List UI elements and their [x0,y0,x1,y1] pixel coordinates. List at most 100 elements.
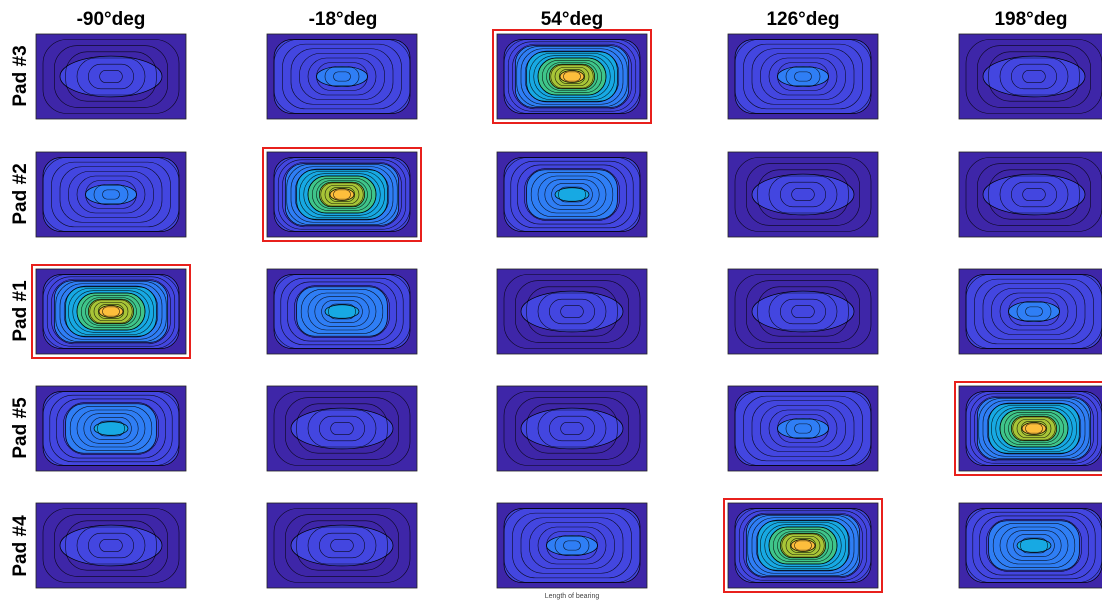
contour-line [785,418,821,439]
contour-panel [954,381,1102,476]
contour-line [503,157,641,232]
contour-line [76,175,146,214]
contour-line [530,172,614,218]
contour-line [780,181,826,208]
contour-panel [727,385,879,472]
contour-band [751,290,855,333]
contour-line [537,526,607,565]
contour-line [97,420,125,437]
contour-line [282,161,402,228]
contour-line [755,519,851,572]
contour-line [529,522,615,569]
contour-line [517,164,627,225]
contour-line [299,53,385,100]
contour-band [777,417,829,440]
contour-band [98,305,124,318]
contour-line [503,508,641,583]
row-labels: Pad #3 Pad #2 Pad #1 Pad #5 Pad #4 [10,45,31,576]
contour-line [563,540,581,551]
contour-line [102,306,120,317]
contour-line [76,57,146,96]
contour-line [979,515,1089,576]
highlight-box [262,147,422,242]
contour-line [1011,181,1057,208]
contour-line [789,538,817,553]
contour-panel [958,33,1102,120]
row-label-2: Pad #2 [10,163,31,224]
contour-line [515,397,629,460]
contour-line [757,286,849,337]
contour-panel [262,147,422,242]
row-label-5: Pad #4 [10,515,31,577]
contour-line [760,522,846,569]
contour-line [546,62,598,91]
contour-line [533,55,611,98]
contour-line [558,186,586,203]
contour-line [537,175,607,214]
contour-band [554,187,590,202]
contour-panel [958,151,1102,238]
contour-line [324,66,360,87]
contour-line [965,391,1102,466]
contour-line [986,519,1082,572]
contour-line [1008,414,1060,443]
contour-line [49,394,173,463]
contour-panel [727,268,879,355]
contour-line [280,277,404,346]
contour-line [290,166,394,223]
contour-line [549,415,595,442]
contour-line [751,400,855,457]
contour-line [507,41,637,112]
contour-band [324,304,360,319]
contour-band [85,183,137,206]
contour-panel [492,29,652,124]
contour-line [290,48,394,105]
contour-line [307,175,377,214]
contour-line [546,531,598,560]
contour-band [93,421,129,436]
contour-line [510,160,634,229]
contour-band [290,407,394,450]
contour-line [273,508,411,583]
contour-line [1022,188,1046,201]
contour-line [751,48,855,105]
contour-line [516,46,628,107]
contour-line [992,522,1076,568]
contour-line [330,539,354,552]
column-title-3: 54°deg [541,9,604,30]
contour-line [551,183,593,206]
contour-line [83,413,139,444]
contour-line [965,39,1102,114]
contour-line [503,274,641,349]
contour-band [520,407,624,450]
contour-panel [958,268,1102,355]
contour-line [300,288,384,334]
contour-band [777,65,829,88]
contour-line [791,305,815,318]
contour-line [330,422,354,435]
contour-line [277,159,407,230]
column-title-1: -90°deg [77,9,146,30]
column-titles: -90°deg -18°deg 54°deg 126°deg 198°deg [77,9,1068,30]
contour-line [1003,412,1065,445]
contour-line [512,512,632,579]
contour-line [785,535,821,556]
contour-line [746,163,860,226]
contour-panel [266,268,418,355]
contour-line [328,187,356,202]
contour-line [286,164,398,225]
contour-line [537,292,607,331]
contour-line [734,157,872,232]
contour-line [541,60,603,93]
contour-band [290,524,394,567]
contour-line [333,189,351,200]
contour-line [999,409,1069,448]
contour-band [520,290,624,333]
contour-line [747,515,859,576]
contour-line [1025,423,1043,434]
contour-line [72,290,150,333]
contour-line [333,71,351,82]
contour-line [972,511,1096,580]
contour-band [59,55,163,98]
contour-line [1012,416,1056,441]
